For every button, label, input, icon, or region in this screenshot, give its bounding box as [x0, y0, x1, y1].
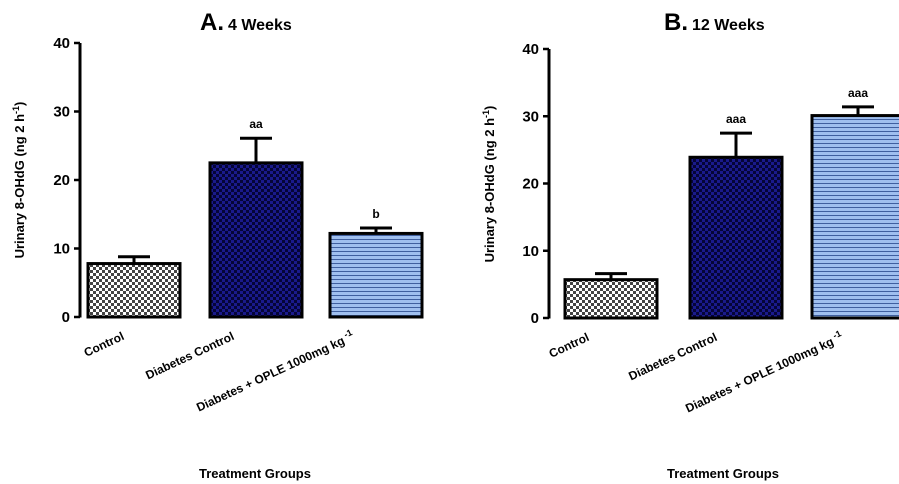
y-tick-label: 40 [53, 35, 70, 52]
y-tick-label: 10 [522, 243, 539, 260]
bar [328, 231, 424, 319]
bar [208, 161, 304, 319]
y-tick-label: 20 [522, 176, 539, 193]
bar [563, 278, 659, 320]
x-axis-label: Treatment Groups [199, 466, 311, 481]
x-tick-label: Diabetes Control [626, 330, 719, 383]
y-tick-label: 0 [531, 310, 539, 327]
chart-panels: A. 4 Weeks 0 10 20 30 40 Urinary 8-OHdG (ng 2 h… [11, 9, 899, 481]
bar [688, 155, 784, 320]
x-tick-label: Diabetes Control [143, 329, 236, 382]
y-tick-label: 10 [53, 241, 70, 258]
significance-label: aaa [848, 86, 868, 100]
significance-label: aa [249, 117, 263, 131]
y-axis-label: Urinary 8-OHdG (ng 2 h-1) [481, 106, 497, 263]
y-tick-label: 0 [62, 309, 70, 326]
y-tick-label: 30 [53, 104, 70, 121]
x-tick-label: Control [547, 330, 592, 361]
y-tick-label: 20 [53, 172, 70, 189]
chart-panel-a: A. 4 Weeks 0 10 20 30 40 Urinary 8-OHdG (ng 2 h… [11, 9, 424, 481]
bar [810, 114, 899, 320]
x-tick-label: Control [82, 329, 127, 360]
bar [86, 262, 182, 319]
y-tick-label: 30 [522, 108, 539, 125]
significance-label: b [372, 207, 379, 221]
chart-title: B. 12 Weeks [664, 9, 765, 36]
chart-panel-b: B. 12 Weeks 0 10 20 30 40 Urinary 8-OHdG (ng 2 … [481, 9, 899, 481]
x-axis-label: Treatment Groups [667, 466, 779, 481]
chart-title: A. 4 Weeks [200, 9, 292, 36]
y-tick-label: 40 [522, 41, 539, 58]
y-axis-label: Urinary 8-OHdG (ng 2 h-1) [11, 102, 27, 259]
significance-label: aaa [726, 112, 746, 126]
